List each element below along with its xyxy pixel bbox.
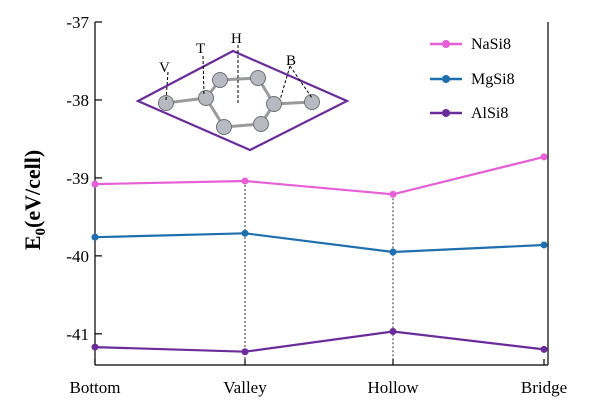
atom [212,72,228,88]
x-ticks: Bottom Valley Hollow Bridge [69,359,567,397]
y-tick-label: -41 [66,325,89,344]
legend-label: NaSi8 [471,36,511,53]
atom [158,95,174,111]
data-point [241,348,249,356]
y-tick-label: -37 [66,13,89,32]
atom [266,96,282,112]
atom [250,70,266,86]
y-axis-title: E0(eV/cell) [20,150,49,250]
atom [198,90,214,106]
svg-text:E0(eV/cell): E0(eV/cell) [20,150,49,250]
legend-marker [442,109,450,117]
inset-atoms [158,70,320,135]
data-point [540,153,548,161]
y-tick-label: -39 [66,169,89,188]
inset-markers [165,45,313,104]
data-point [241,229,249,237]
data-point [389,327,397,335]
y-tick-label: -38 [66,91,89,110]
data-point [389,248,397,256]
data-point [540,345,548,353]
legend-marker [442,75,450,83]
atom [253,116,269,132]
atom [216,119,232,135]
y-tick-label: -40 [66,247,89,266]
inset-label-h: H [231,31,242,47]
data-point [91,343,99,351]
legend: NaSi8 MgSi8 AlSi8 [430,36,515,122]
inset-bonds [165,76,313,129]
series-line [94,232,545,254]
series-group [91,153,548,356]
legend-label: AlSi8 [471,105,508,122]
series-line [94,155,545,196]
ylabel-unit: (eV/cell) [20,150,45,228]
series-line [94,330,545,353]
data-point [389,190,397,198]
inset-label-v: V [159,60,170,76]
inset-label-b: B [286,53,296,69]
x-tick-label: Valley [223,378,267,397]
legend-label: MgSi8 [471,71,515,88]
inset-structure: V T H B [135,31,350,152]
x-tick-label: Hollow [368,378,420,397]
data-point [241,177,249,185]
atom [304,94,320,110]
data-point [91,180,99,188]
ylabel-sub: 0 [33,228,49,236]
inset-cell-outline [135,49,350,152]
legend-marker [442,40,450,48]
guide-lines [244,181,394,365]
x-tick-label: Bridge [521,378,567,397]
inset-label-t: T [196,41,205,57]
ylabel-main: E [20,235,45,250]
data-point [540,241,548,249]
x-tick-label: Bottom [69,378,120,397]
axes [94,22,549,366]
data-point [91,233,99,241]
y-ticks: -37 -38 -39 -40 -41 [66,13,102,344]
